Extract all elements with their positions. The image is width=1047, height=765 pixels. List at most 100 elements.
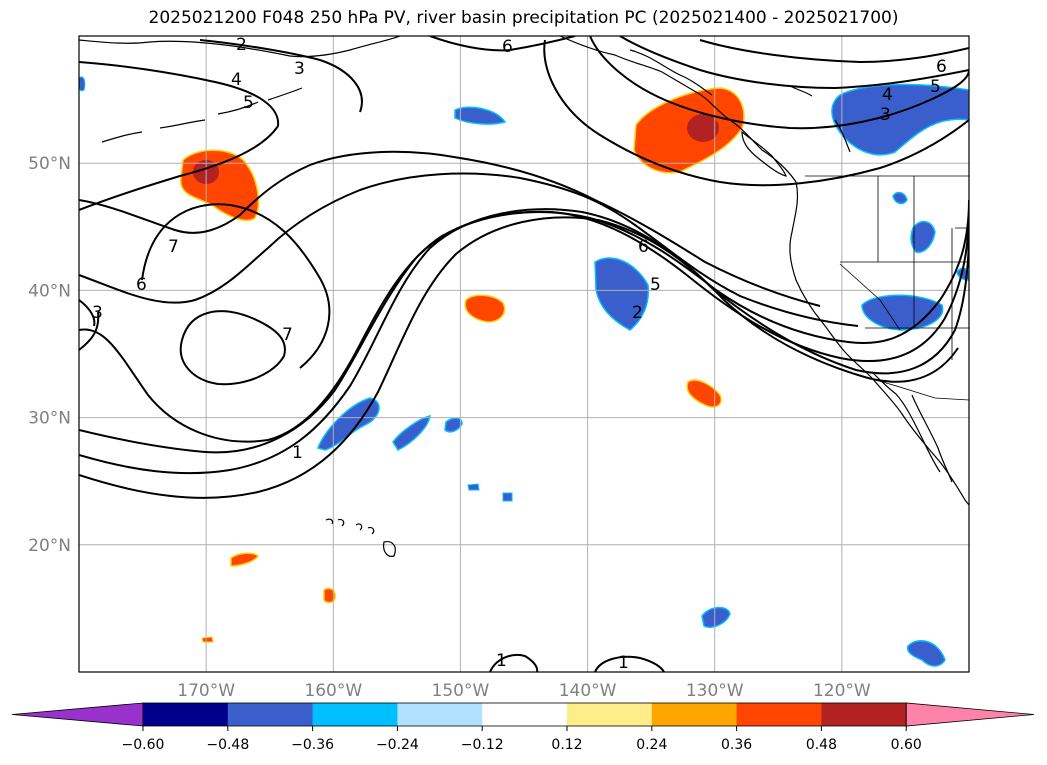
colorbar-swatch — [567, 703, 653, 726]
pv-contour-4 — [79, 209, 969, 454]
precip-negative-blob — [831, 83, 969, 156]
colorbar-swatch — [651, 703, 738, 726]
contour-label: 4 — [231, 70, 242, 90]
precip-negative-blob — [701, 606, 731, 628]
precip-negative-blob — [502, 492, 513, 502]
colorbar-tick-label: −0.12 — [461, 737, 504, 753]
precip-negative-blob — [892, 191, 908, 205]
precip-negative-blob — [910, 220, 936, 253]
longitude-label: 150°W — [432, 681, 490, 701]
precip-positive-blob — [230, 552, 260, 567]
coastline-gulf-california — [911, 394, 953, 483]
coastline-north-america — [559, 36, 969, 506]
contour-label: 5 — [243, 93, 254, 113]
precip-negative-blob — [467, 483, 480, 491]
colorbar-swatch — [821, 703, 907, 726]
map-area — [79, 36, 969, 672]
longitude-label: 140°W — [559, 681, 617, 701]
map-title: 2025021200 F048 250 hPa PV, river basin … — [148, 8, 899, 28]
pv-contour-upper-3 — [429, 36, 576, 52]
colorbar-tick-label: 0.36 — [721, 737, 752, 753]
precip-positive-blob — [464, 294, 506, 323]
pv-contour-upper-1 — [79, 61, 280, 211]
longitude-label: 160°W — [304, 681, 362, 701]
pv-contour-upper-7 — [699, 39, 969, 64]
pv-contour-1 — [79, 172, 859, 327]
contour-label: 3 — [294, 59, 305, 79]
pv-contour-7b — [141, 203, 331, 369]
contour-label: 3 — [880, 105, 891, 125]
pv-contours — [79, 36, 969, 672]
colorbar: −0.60 −0.48 −0.36 −0.24 −0.12 0.12 0.24 0.36 0.4… — [11, 702, 1035, 753]
pv-contour-lower-1 — [489, 654, 539, 672]
latitude-label: 40°N — [28, 281, 71, 301]
contour-label: 5 — [650, 275, 661, 295]
coastlines — [79, 36, 969, 557]
precip-negative-blob — [454, 106, 507, 125]
precip-negative-blob — [392, 415, 431, 451]
latitude-label: 20°N — [28, 536, 71, 556]
contour-label: 1 — [618, 653, 629, 673]
gridlines — [79, 36, 969, 672]
pv-contour-left-a — [79, 299, 96, 327]
precip-positive-blob — [323, 587, 336, 604]
contour-label: 2 — [632, 303, 643, 323]
pv-contour-upper-4 — [543, 39, 969, 187]
pv-contour-lower-2 — [594, 655, 665, 672]
coastline-panhandle — [629, 49, 713, 96]
longitude-label: 130°W — [686, 681, 744, 701]
contour-label: 6 — [502, 37, 513, 57]
contour-labels: 2 3 4 5 6 6 5 4 3 7 6 3 7 1 6 5 2 1 1 — [92, 35, 947, 673]
contour-label: 2 — [236, 35, 247, 55]
precip-negative-blob — [79, 76, 86, 92]
contour-label: 6 — [638, 237, 649, 257]
colorbar-tick-label: −0.48 — [206, 737, 249, 753]
longitude-labels: 170°W 160°W 150°W 140°W 130°W 120°W — [177, 681, 871, 701]
contour-label: 4 — [882, 85, 893, 105]
latitude-labels: 50°N 40°N 30°N 20°N — [28, 154, 71, 556]
contour-label: 1 — [496, 651, 507, 671]
colorbar-swatch — [397, 703, 483, 726]
border-us-states — [840, 176, 969, 360]
pv-contour-2 — [79, 150, 821, 307]
precip-negative-blob — [444, 417, 463, 433]
latitude-label: 50°N — [28, 154, 71, 174]
colorbar-swatch — [312, 703, 398, 726]
colorbar-tick-label: −0.60 — [122, 737, 165, 753]
border-california-nevada — [839, 263, 901, 331]
contour-label: 6 — [136, 275, 147, 295]
pv-contour-5 — [79, 208, 969, 475]
contour-label: 3 — [92, 303, 103, 323]
pv-contour-left-b — [79, 311, 100, 351]
colorbar-extension-high — [905, 702, 1035, 727]
precip-negative-blob — [906, 640, 946, 667]
pv-contour-7 — [179, 310, 286, 386]
precip-positive-core — [687, 114, 719, 142]
map-frame — [78, 35, 970, 673]
pv-contour-6 — [79, 216, 959, 499]
contour-label: 6 — [936, 57, 947, 77]
colorbar-tick-label: −0.24 — [376, 737, 419, 753]
pv-contour-upper-5 — [589, 36, 969, 130]
contour-label: 7 — [282, 325, 293, 345]
precip-positive-blob — [686, 379, 722, 408]
colorbar-tick-label: 0.48 — [806, 737, 837, 753]
colorbar-swatch — [143, 703, 229, 726]
longitude-label: 170°W — [177, 681, 235, 701]
colorbar-tick-label: 0.24 — [636, 737, 667, 753]
colorbar-swatch — [227, 703, 314, 726]
coastline-alaska — [79, 36, 401, 58]
colorbar-extension-low — [11, 702, 144, 727]
precip-positive-blob — [201, 636, 214, 643]
precip-shading — [79, 76, 969, 667]
latitude-label: 30°N — [28, 409, 71, 429]
coastline-vancouver-island — [741, 130, 787, 177]
colorbar-tick-label: 0.12 — [551, 737, 582, 753]
precip-negative-blob — [594, 257, 650, 331]
pv-contour-upper-6 — [619, 36, 969, 90]
colorbar-swatch — [482, 703, 568, 726]
contour-label: 5 — [930, 77, 941, 97]
longitude-label: 120°W — [813, 681, 871, 701]
coastline-islands — [325, 518, 396, 557]
